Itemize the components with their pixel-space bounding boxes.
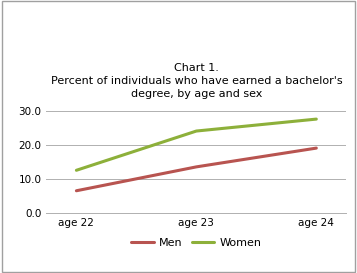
Title: Chart 1.
Percent of individuals who have earned a bachelor's
degree, by age and : Chart 1. Percent of individuals who have… — [51, 63, 342, 99]
Women — [194, 129, 198, 133]
Men — [194, 165, 198, 168]
Women — [314, 117, 318, 121]
Line: Men: Men — [76, 148, 316, 191]
Legend: Men, Women: Men, Women — [131, 238, 261, 248]
Line: Women: Women — [76, 119, 316, 170]
Women — [74, 169, 79, 172]
Men — [74, 189, 79, 192]
Men — [314, 147, 318, 150]
